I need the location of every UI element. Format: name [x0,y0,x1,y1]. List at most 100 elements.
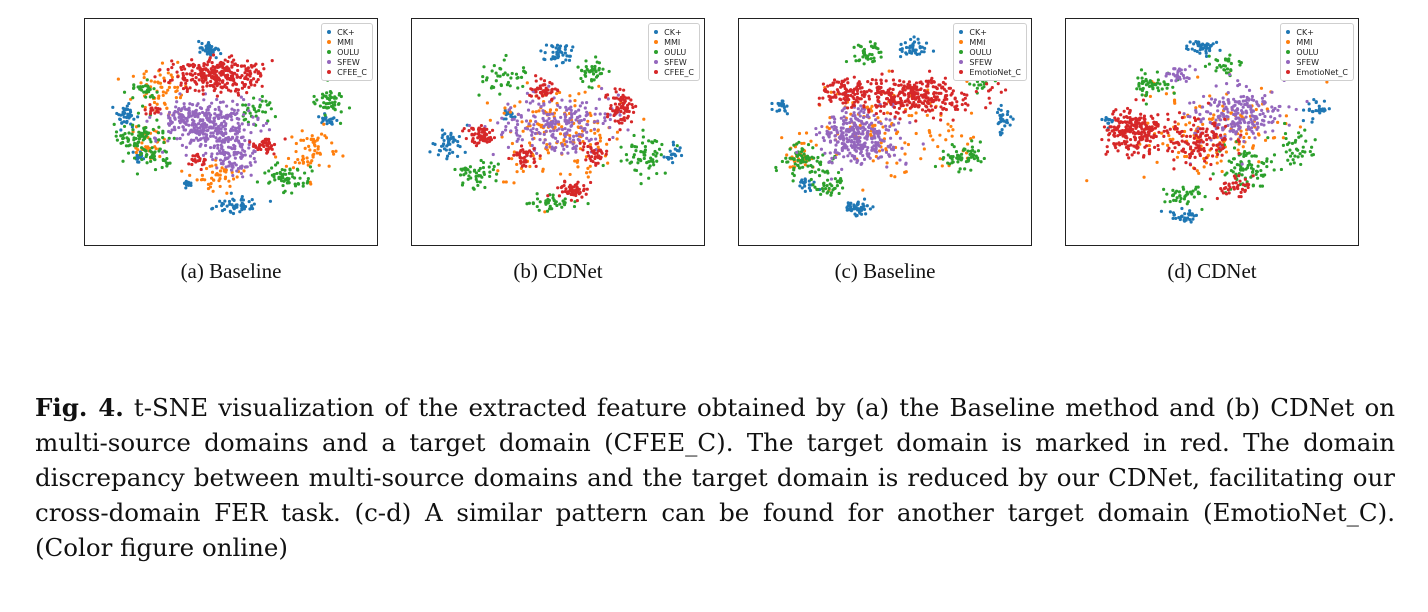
point-sfew [555,128,559,132]
point-sfew [566,128,570,132]
point-emotionet-c [917,105,921,109]
point-sfew [188,130,192,134]
point-sfew [222,119,226,124]
point-sfew [574,118,578,122]
point-sfew [196,131,201,135]
point-ck [210,207,214,211]
point-cfee-c [183,67,187,71]
point-sfew [1228,129,1232,133]
point-sfew [872,131,876,136]
point-ck [1310,120,1314,124]
point-oulu [281,176,285,180]
point-sfew [247,142,251,147]
point-cfee-c [618,128,622,132]
point-oulu [837,191,841,196]
point-sfew [154,139,158,143]
point-cfee-c [480,135,485,140]
point-ck [1314,109,1318,113]
point-oulu [1178,194,1182,198]
point-oulu [336,102,341,106]
point-oulu [298,176,302,180]
point-sfew [1245,98,1249,102]
point-oulu [802,152,806,156]
point-ck [1107,121,1111,125]
point-oulu [318,104,322,108]
point-emotionet-c [915,96,919,100]
point-emotionet-c [859,90,863,94]
point-oulu [951,154,955,159]
point-emotionet-c [1216,152,1220,156]
point-ck [554,64,559,68]
point-emotionet-c [832,78,837,82]
point-mmi [914,131,918,136]
point-mmi [802,141,806,145]
point-sfew [212,123,216,127]
point-sfew [537,102,541,106]
point-mmi [518,100,522,104]
point-mmi [317,163,321,167]
point-ck [571,45,575,49]
point-oulu [809,163,813,168]
point-oulu [1196,185,1200,189]
point-sfew [877,129,881,133]
point-sfew [1305,99,1309,104]
point-ck [1005,112,1010,117]
point-sfew [224,165,228,169]
point-oulu [282,190,286,195]
point-ck [118,117,122,122]
point-cfee-c [225,81,230,85]
point-mmi [887,69,891,73]
point-sfew [853,144,857,148]
point-emotionet-c [1168,127,1172,131]
point-emotionet-c [932,80,936,84]
point-oulu [972,83,976,87]
point-cfee-c [563,189,567,194]
point-emotionet-c [1124,134,1128,139]
point-emotionet-c [867,110,871,114]
point-ck [126,107,130,111]
point-cfee-c [252,142,256,146]
point-ck [785,112,789,116]
point-sfew [222,140,227,144]
point-sfew [212,116,216,120]
point-emotionet-c [877,95,881,99]
point-sfew [874,118,878,122]
point-oulu [148,137,152,141]
point-ck [1188,209,1192,213]
point-cfee-c [249,78,253,83]
point-sfew [1169,78,1174,83]
point-sfew [857,139,861,143]
point-mmi [940,164,944,168]
point-cfee-c [535,94,539,98]
point-cfee-c [233,62,237,67]
point-emotionet-c [1102,125,1107,129]
point-oulu [968,82,972,86]
point-sfew [242,128,246,132]
point-oulu [660,142,664,147]
point-sfew [548,142,552,146]
point-cfee-c [181,74,186,78]
point-emotionet-c [1175,140,1180,144]
point-sfew [1234,130,1239,134]
point-sfew [531,126,535,131]
point-emotionet-c [840,79,844,83]
point-ck [671,140,675,144]
point-mmi [166,71,170,75]
point-cfee-c [569,198,573,202]
point-sfew [1233,109,1237,113]
point-ck [1110,118,1115,123]
point-emotionet-c [832,81,836,85]
point-oulu [970,139,974,143]
point-sfew [217,126,221,130]
point-emotionet-c [889,95,894,99]
point-cfee-c [251,144,256,148]
point-oulu [1245,166,1250,170]
point-ck [781,99,785,103]
point-mmi [1146,121,1150,125]
point-ck [911,47,915,52]
point-sfew [226,139,230,144]
point-mmi [1251,146,1255,150]
point-sfew [256,117,260,122]
point-oulu [142,127,146,131]
point-sfew [177,115,181,120]
